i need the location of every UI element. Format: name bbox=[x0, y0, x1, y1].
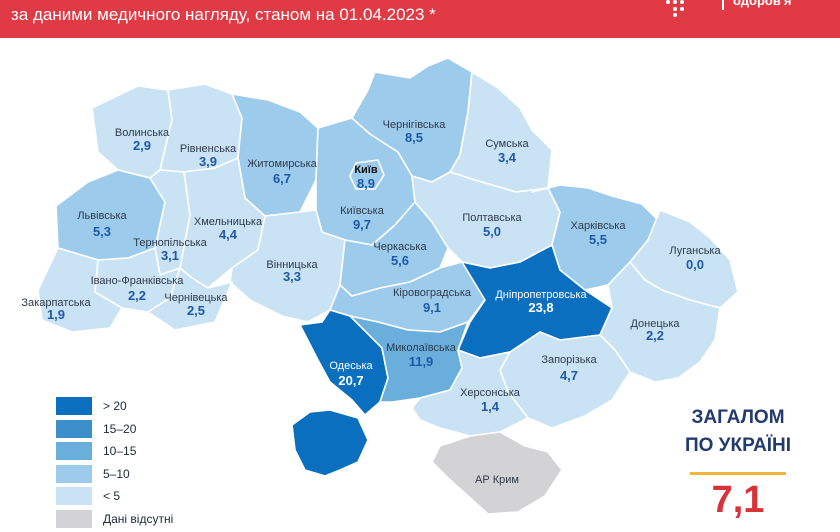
region-value-volynska: 2,9 bbox=[133, 138, 151, 153]
legend-swatch bbox=[56, 464, 92, 483]
region-value-vinnytska: 3,3 bbox=[283, 269, 301, 284]
legend-label: 15–20 bbox=[103, 421, 137, 436]
region-value-sumska: 3,4 bbox=[498, 150, 517, 165]
region-name-kyiv: Київ bbox=[354, 164, 378, 176]
region-name-sumska: Сумська bbox=[485, 138, 529, 150]
logo-text: одоров'я bbox=[733, 0, 792, 8]
region-value-donetska: 2,2 bbox=[646, 328, 664, 343]
region-value-khmelnytska: 4,4 bbox=[219, 227, 238, 242]
region-name-rivnenska: Рівненська bbox=[180, 143, 237, 155]
region-name-dnipropetrovska: Дніпропетровська bbox=[495, 289, 587, 301]
region-value-zhytomyrska: 6,7 bbox=[273, 171, 291, 186]
region-name-kharkivska: Харківська bbox=[571, 220, 627, 232]
region-value-poltavska: 5,0 bbox=[483, 224, 501, 239]
region-value-zaporizka: 4,7 bbox=[560, 368, 578, 383]
legend-label: > 20 bbox=[103, 399, 127, 413]
region-name-poltavska: Полтавська bbox=[462, 212, 522, 224]
legend-label: 10–15 bbox=[103, 444, 137, 458]
region-name-chernihivska: Чернігівська bbox=[383, 119, 447, 131]
total-divider bbox=[690, 472, 786, 475]
region-name-zhytomyrska: Житомирська bbox=[247, 158, 317, 170]
region-value-chernivetska: 2,5 bbox=[187, 303, 205, 318]
region-name-zakarpatska: Закарпатська bbox=[21, 297, 91, 309]
region-value-kharkivska: 5,5 bbox=[589, 232, 607, 247]
region-name-kirovohradska: Кіровоградська bbox=[393, 287, 472, 299]
region-kyiv bbox=[349, 159, 385, 190]
legend-swatch bbox=[56, 442, 92, 460]
legend-swatch bbox=[56, 419, 92, 438]
region-name-mykolaivska: Миколаївська bbox=[386, 342, 457, 354]
region-ar-krym bbox=[431, 431, 563, 515]
region-value-dnipropetrovska: 23,8 bbox=[528, 300, 553, 315]
total-title-line2: ПО УКРАЇНІ bbox=[684, 435, 792, 456]
region-name-zaporizka: Запорізька bbox=[541, 354, 597, 366]
region-name-donetska: Донецька bbox=[630, 318, 680, 330]
header-bar: за даними медичного нагляду, станом на 0… bbox=[0, 0, 840, 38]
legend-label: 5–10 bbox=[103, 466, 130, 481]
logo-divider bbox=[722, 0, 724, 10]
legend-swatch bbox=[56, 487, 92, 505]
region-name-lvivska: Львівська bbox=[77, 210, 127, 222]
header-subtitle: за даними медичного нагляду, станом на 0… bbox=[11, 5, 436, 24]
region-value-kirovohradska: 9,1 bbox=[423, 300, 441, 315]
region-name-ar-krym: АР Крим bbox=[475, 474, 519, 486]
region-vinnytska bbox=[229, 209, 346, 323]
region-name-khersonska: Херсонська bbox=[460, 387, 521, 399]
region-name-cherkaska: Черкаська bbox=[373, 241, 427, 253]
region-name-chernivetska: Чернівецька bbox=[164, 292, 228, 304]
region-value-luhanska: 0,0 bbox=[686, 257, 704, 272]
region-value-ternopilska: 3,1 bbox=[161, 248, 179, 263]
region-value-khersonska: 1,4 bbox=[481, 399, 500, 414]
region-name-odeska: Одеська bbox=[329, 360, 373, 372]
region-value-kyivska: 9,7 bbox=[353, 217, 371, 232]
ministry-logo-icon bbox=[662, 0, 692, 20]
region-value-lvivska: 5,3 bbox=[93, 224, 111, 239]
total-title-line1: ЗАГАЛОМ bbox=[691, 407, 785, 428]
legend-swatch bbox=[56, 397, 92, 415]
region-zakarpatska bbox=[37, 247, 123, 333]
region-value-odeska: 20,7 bbox=[338, 373, 363, 388]
region-value-chernihivska: 8,5 bbox=[405, 130, 423, 145]
region-name-ternopilska: Тернопільська bbox=[133, 237, 207, 249]
region-value-kyiv: 8,9 bbox=[357, 176, 375, 191]
region-name-ivano-frankivska: Івано-Франківська bbox=[91, 275, 185, 287]
legend-label: < 5 bbox=[103, 489, 121, 503]
region-name-volynska: Волинська bbox=[115, 127, 170, 139]
region-value-ivano-frankivska: 2,2 bbox=[128, 288, 146, 303]
total-title: ЗАГАЛОМ ПО УКРАЇНІ bbox=[650, 404, 826, 460]
total-value: 7,1 bbox=[711, 479, 765, 521]
region-chernivetska bbox=[147, 267, 233, 331]
region-name-kyivska: Київська bbox=[340, 205, 385, 217]
region-value-zakarpatska: 1,9 bbox=[47, 307, 65, 322]
region-name-khmelnytska: Хмельницька bbox=[194, 216, 263, 228]
region-value-cherkaska: 5,6 bbox=[391, 253, 409, 268]
region-value-mykolaivska: 11,9 bbox=[409, 354, 434, 369]
region-value-rivnenska: 3,9 bbox=[199, 154, 217, 169]
region-name-vinnytska: Вінницька bbox=[266, 259, 318, 271]
region-name-luhanska: Луганська bbox=[669, 245, 721, 257]
